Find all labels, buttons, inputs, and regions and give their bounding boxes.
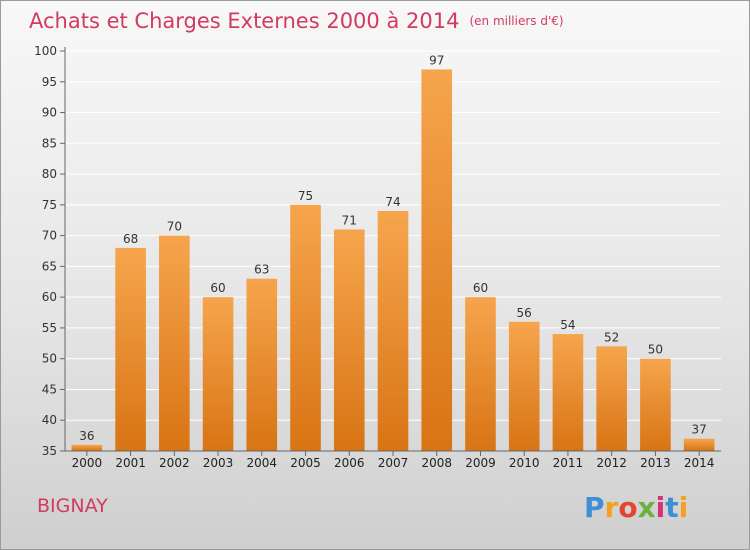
y-tick-label: 80 [42, 167, 57, 181]
place-name: BIGNAY [37, 495, 108, 517]
logo-letter: x [637, 491, 656, 524]
x-tick-label-2000: 2000 [72, 456, 103, 470]
data-label-2008: 97 [429, 53, 444, 67]
y-tick-label: 60 [42, 290, 57, 304]
y-tick-label: 35 [42, 444, 57, 458]
x-tick-label-2006: 2006 [334, 456, 365, 470]
proxiti-logo[interactable]: Proxiti [584, 491, 688, 524]
bar-2009 [465, 297, 496, 451]
y-tick-label: 95 [42, 75, 57, 89]
x-tick-label-2014: 2014 [684, 456, 715, 470]
chart-title: Achats et Charges Externes 2000 à 2014 (e… [29, 9, 564, 33]
x-tick-label-2012: 2012 [596, 456, 627, 470]
y-tick-label: 100 [34, 44, 57, 58]
bars-layer [71, 69, 715, 451]
x-tick-label-2004: 2004 [247, 456, 278, 470]
bar-2001 [115, 247, 146, 451]
bar-2011 [552, 334, 584, 451]
data-label-2007: 74 [385, 195, 400, 209]
data-label-2005: 75 [298, 189, 313, 203]
bar-2014 [683, 438, 715, 451]
x-tick-label-2003: 2003 [203, 456, 234, 470]
data-label-2000: 36 [79, 429, 94, 443]
data-label-2006: 71 [342, 213, 357, 227]
y-tick-label: 75 [42, 198, 57, 212]
y-tick-label: 50 [42, 352, 57, 366]
bar-2006 [333, 229, 365, 451]
logo-letter: i [655, 491, 666, 524]
data-label-2001: 68 [123, 232, 138, 246]
bar-2013 [640, 358, 671, 451]
y-tick-label: 40 [42, 413, 57, 427]
data-label-2012: 52 [604, 330, 619, 344]
y-tick-label: 55 [42, 321, 57, 335]
data-label-2014: 37 [691, 423, 706, 437]
x-tick-label-2001: 2001 [115, 456, 146, 470]
chart-title-text: Achats et Charges Externes 2000 à 2014 [29, 9, 460, 33]
logo-letter: t [665, 491, 679, 524]
data-label-2004: 63 [254, 263, 269, 277]
data-label-2011: 54 [560, 318, 575, 332]
bar-2005 [290, 204, 321, 451]
x-tick-label-2009: 2009 [465, 456, 496, 470]
bar-2003 [202, 297, 234, 451]
logo-letter: P [584, 491, 605, 524]
logo-letter: r [604, 491, 619, 524]
data-label-2003: 60 [210, 281, 225, 295]
logo-letter: i [678, 491, 689, 524]
bar-2007 [377, 211, 409, 451]
labels-layer: 36 68 70 60 63 75 71 74 97 60 56 54 52 50 37 [79, 53, 707, 442]
y-tick-label: 65 [42, 259, 57, 273]
bar-2010 [508, 321, 540, 451]
bar-2004 [246, 278, 278, 451]
x-tick-label-2007: 2007 [378, 456, 409, 470]
data-label-2010: 56 [517, 306, 532, 320]
x-tick-label-2002: 2002 [159, 456, 190, 470]
x-tick-label-2008: 2008 [421, 456, 452, 470]
data-label-2013: 50 [648, 343, 663, 357]
x-tick-label-2011: 2011 [553, 456, 584, 470]
x-tick-label-2005: 2005 [290, 456, 321, 470]
x-tick-label-2010: 2010 [509, 456, 540, 470]
y-tick-label: 85 [42, 136, 57, 150]
bar-2000 [71, 444, 103, 451]
y-tick-label: 45 [42, 382, 57, 396]
axis-layer: 35 40 45 50 55 60 65 70 75 80 85 90 95 100 2000 2001 200… [34, 44, 721, 470]
bar-2008 [421, 69, 453, 451]
logo-letter: o [618, 491, 638, 524]
y-tick-label: 90 [42, 106, 57, 120]
bar-2002 [159, 235, 190, 451]
bar-2012 [596, 346, 627, 451]
x-tick-label-2013: 2013 [640, 456, 671, 470]
data-label-2002: 70 [167, 220, 182, 234]
chart-subtitle: (en milliers d'€) [469, 14, 564, 28]
y-tick-label: 70 [42, 229, 57, 243]
data-label-2009: 60 [473, 281, 488, 295]
